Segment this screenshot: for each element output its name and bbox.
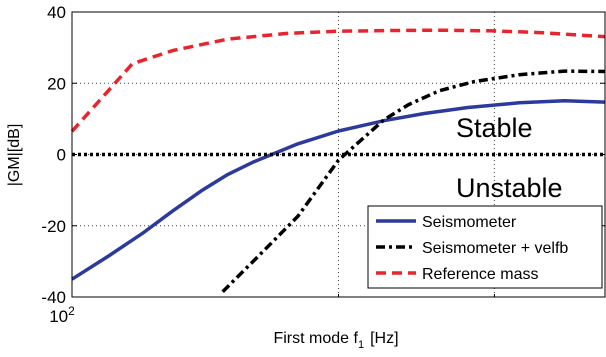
series-seismometer: [71, 98, 606, 281]
y-tick-label: 20: [47, 74, 66, 93]
x-axis-label-subscript: 1: [358, 339, 364, 351]
x-axis-label-unit: [Hz]: [370, 330, 398, 347]
stable-label: Stable: [456, 113, 533, 143]
legend: Seismometer Seismometer + velfb Reference …: [367, 205, 603, 289]
x-tick-label: 102: [49, 304, 75, 326]
unstable-label: Unstable: [456, 173, 563, 203]
y-axis-label: |GM|[dB]: [6, 124, 23, 187]
series-seismometer-velfb: [221, 69, 606, 293]
x-axis-label: First mode f1 [Hz]: [273, 330, 398, 351]
y-tick-label: -40: [41, 288, 66, 307]
y-tick-label: 40: [47, 3, 66, 22]
y-tick-label: 0: [57, 146, 66, 165]
legend-entry-label: Seismometer: [422, 214, 517, 231]
legend-entry-label: Seismometer + velfb: [422, 240, 568, 257]
legend-entry-label: Reference mass: [422, 266, 539, 283]
series-reference-mass: [70, 28, 606, 133]
y-tick-label: -20: [41, 217, 66, 236]
series-lines: [70, 28, 606, 293]
axis-ticks: -40 -20 0 20 40 102: [41, 3, 606, 326]
